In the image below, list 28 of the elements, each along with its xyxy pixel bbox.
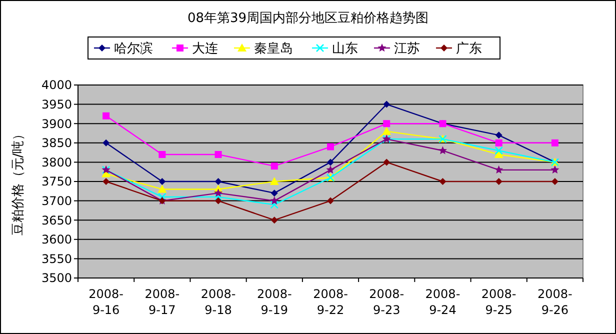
y-tick-label: 3850 xyxy=(41,136,72,150)
y-tick-label: 3650 xyxy=(41,213,72,228)
y-tick-label: 3750 xyxy=(41,174,72,189)
x-tick-label: 2008-9-26 xyxy=(538,287,572,317)
y-tick-label: 3950 xyxy=(41,98,72,112)
x-tick-label: 2008-9-17 xyxy=(144,287,180,317)
x-tick-label: 2008-9-16 xyxy=(88,287,124,317)
y-tick-label: 3550 xyxy=(41,252,72,266)
y-tick-label: 3900 xyxy=(41,116,72,131)
chart-title: 08年第39周国内部分地区豆粕价格趋势图 xyxy=(187,11,429,26)
y-tick-label: 3500 xyxy=(41,271,72,286)
y-tick-label: 4000 xyxy=(41,78,72,92)
y-tick-label: 3800 xyxy=(41,155,72,170)
x-tick-label: 2008-9-25 xyxy=(481,287,516,317)
legend-label: 秦皇岛 xyxy=(254,42,293,57)
legend-label: 哈尔滨 xyxy=(114,40,153,57)
x-tick-label: 2008-9-24 xyxy=(425,287,460,317)
legend-label: 大连 xyxy=(192,42,218,57)
x-tick-label: 2008-9-22 xyxy=(313,287,348,317)
y-tick-label: 3600 xyxy=(41,232,72,247)
y-axis-title: 豆粕价格（元/吨） xyxy=(11,127,26,236)
x-tick-label: 2008-9-19 xyxy=(256,287,292,317)
legend-label: 山东 xyxy=(332,42,358,57)
legend-label: 江苏 xyxy=(394,42,420,57)
y-tick-label: 3700 xyxy=(41,194,72,208)
legend-label: 广东 xyxy=(456,42,482,57)
x-tick-label: 2008-9-18 xyxy=(200,287,236,317)
x-tick-label: 2008-9-23 xyxy=(369,287,404,317)
